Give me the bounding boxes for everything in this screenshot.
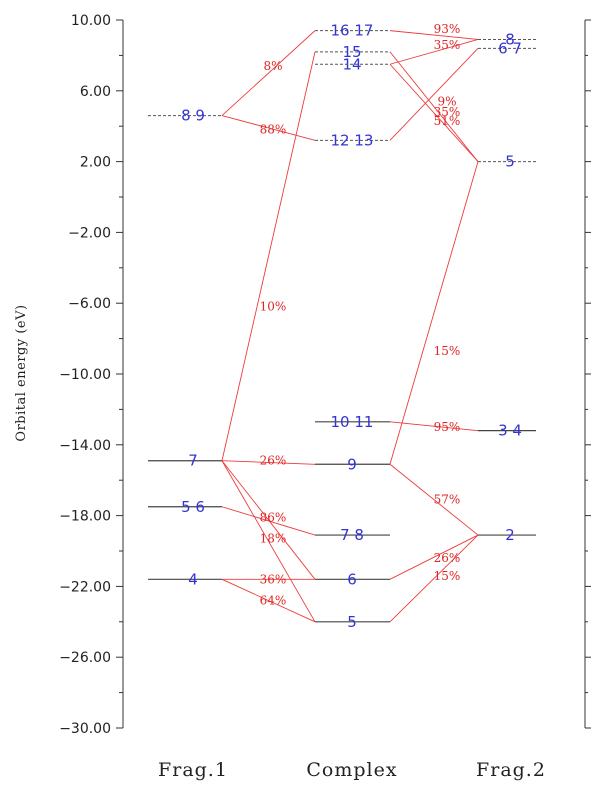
orbital-label: 8 xyxy=(505,30,515,48)
orbital-label: 14 xyxy=(342,55,361,73)
right-frame-line xyxy=(584,19,591,729)
percent-label: 95% xyxy=(434,420,461,434)
correlation-line xyxy=(221,460,316,580)
y-axis: 10.00 6.00 2.00 −2.00 −6.00 −10.00 −14.00 −18.0… xyxy=(59,13,124,737)
percent-label: 35% xyxy=(434,38,461,52)
y-axis-title: Orbital energy (eV) xyxy=(14,304,29,441)
percent-label: 18% xyxy=(260,532,287,546)
orbital-label: 6 7 xyxy=(498,39,522,57)
correlation-line xyxy=(389,534,479,623)
y-tick-label: −22.00 xyxy=(59,579,111,595)
correlation-line xyxy=(221,51,316,461)
correlation-line xyxy=(389,30,479,40)
column-label: Frag.1 xyxy=(158,759,228,781)
orbital-label: 5 xyxy=(505,153,515,171)
orbital-label: 3 4 xyxy=(498,422,522,440)
correlation-line xyxy=(221,578,316,623)
column-label: Frag.2 xyxy=(476,759,546,781)
percent-label: 86% xyxy=(260,510,287,524)
percent-label: 51% xyxy=(434,114,461,128)
orbital-label: 10 11 xyxy=(331,413,374,431)
percent-label: 64% xyxy=(260,594,287,608)
percent-label: 26% xyxy=(434,551,461,565)
percent-label: 57% xyxy=(434,493,461,507)
y-tick-label: 2.00 xyxy=(80,155,111,171)
y-tick-label: 10.00 xyxy=(71,13,111,29)
percent-label: 15% xyxy=(434,569,461,583)
correlation-line xyxy=(389,421,479,432)
column-label: Complex xyxy=(306,759,397,781)
correlation-line xyxy=(221,115,316,141)
orbital-label: 7 xyxy=(188,452,198,470)
percent-label: 36% xyxy=(260,572,287,586)
percent-label: 88% xyxy=(260,123,287,137)
correlation-line xyxy=(389,39,479,65)
y-tick-label: −30.00 xyxy=(59,721,111,737)
orbital-label: 5 6 xyxy=(181,498,205,516)
y-tick-label: −6.00 xyxy=(68,296,111,312)
orbital-label: 5 xyxy=(347,613,357,631)
correlation-line xyxy=(389,463,479,536)
percent-label: 9% xyxy=(437,94,456,108)
orbital-label: 2 xyxy=(505,526,515,544)
correlation-line xyxy=(221,30,316,116)
orbital-label: 7 8 xyxy=(340,526,364,544)
percent-label: 35% xyxy=(434,105,461,119)
correlation-line xyxy=(221,460,316,465)
column-labels: Frag.1 Complex Frag.2 xyxy=(158,759,546,781)
percent-label: 15% xyxy=(434,344,461,358)
y-tick-label: −14.00 xyxy=(59,438,111,454)
orbital-label: 9 xyxy=(347,455,357,473)
correlation-line xyxy=(221,506,316,536)
orbital-label: 15 xyxy=(342,43,361,61)
y-tick-label: −2.00 xyxy=(68,225,111,241)
correlation-line xyxy=(389,161,479,465)
correlation-line xyxy=(221,460,316,623)
correlation-line xyxy=(389,51,479,162)
y-tick-label: 6.00 xyxy=(80,84,111,100)
percent-labels: 8%88%10%26%86%18%36%64%93%35%9%35%51%15%… xyxy=(260,22,461,608)
orbital-label: 12 13 xyxy=(331,131,374,149)
percent-label: 10% xyxy=(260,300,287,314)
correlation-line xyxy=(389,63,479,162)
energy-levels xyxy=(148,30,536,623)
y-tick-label: −26.00 xyxy=(59,650,111,666)
orbital-label: 4 xyxy=(188,570,198,588)
correlation-lines xyxy=(221,30,479,623)
percent-label: 93% xyxy=(434,22,461,36)
orbital-label: 6 xyxy=(347,570,357,588)
y-tick-label: −18.00 xyxy=(59,509,111,525)
orbital-label: 16 17 xyxy=(331,22,374,40)
correlation-line xyxy=(389,534,479,580)
y-tick-label: −10.00 xyxy=(59,367,111,383)
percent-label: 26% xyxy=(260,454,287,468)
orbital-label: 8 9 xyxy=(181,107,205,125)
correlation-line xyxy=(389,48,479,141)
percent-label: 8% xyxy=(263,59,282,73)
